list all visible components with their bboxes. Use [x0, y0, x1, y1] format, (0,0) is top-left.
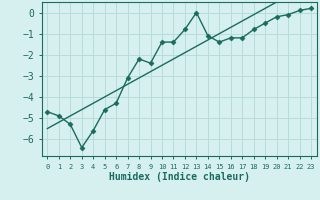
- X-axis label: Humidex (Indice chaleur): Humidex (Indice chaleur): [109, 172, 250, 182]
